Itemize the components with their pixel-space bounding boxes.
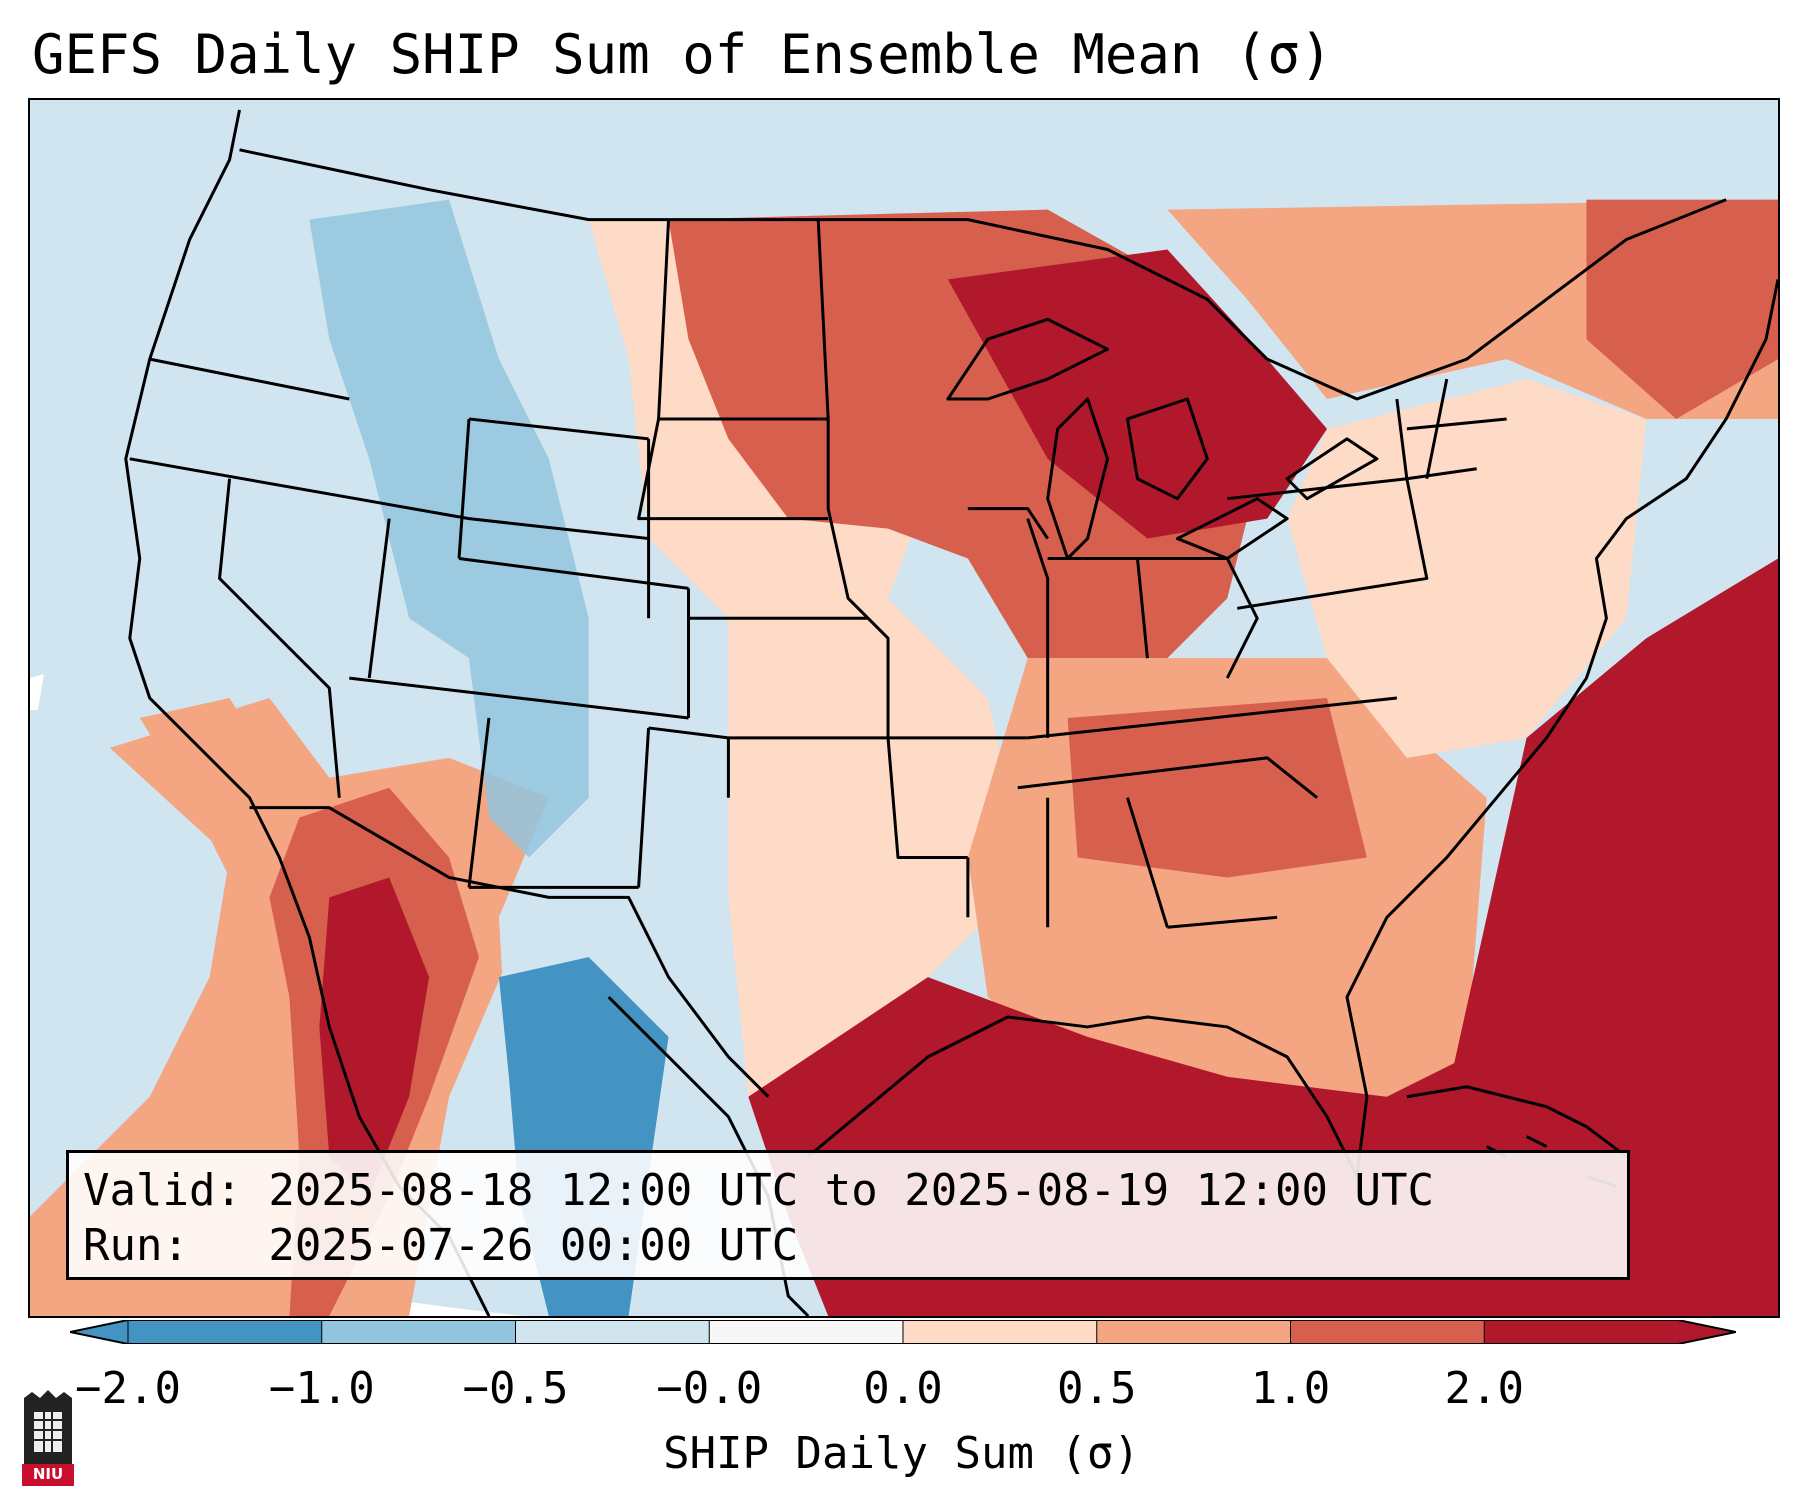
colorbar-extend-high bbox=[1678, 1320, 1736, 1344]
valid-time-text: Valid: 2025-08-18 12:00 UTC to 2025-08-1… bbox=[83, 1165, 1435, 1216]
valid-run-info-box: Valid: 2025-08-18 12:00 UTC to 2025-08-1… bbox=[66, 1150, 1630, 1280]
missing-data-notch bbox=[30, 674, 44, 710]
colorbar-tick-label: 2.0 bbox=[1444, 1363, 1524, 1414]
mexico-border bbox=[249, 806, 770, 1098]
colorbar-segment bbox=[515, 1320, 710, 1344]
colorbar-segment bbox=[128, 1320, 323, 1344]
colorbar-tick-label: 1.0 bbox=[1250, 1363, 1331, 1414]
atlantic-ocean-region bbox=[1426, 558, 1778, 1316]
baja-sonora-max-region bbox=[319, 877, 430, 1197]
colorbar-tick-label: 0.0 bbox=[863, 1363, 943, 1414]
colorbar-tick-label: −1.0 bbox=[268, 1363, 375, 1414]
colorbar-segment bbox=[1096, 1320, 1291, 1344]
northeast-mixed-region bbox=[1287, 379, 1647, 758]
colorbar-tick-labels: −2.0 −1.0 −0.5 −0.0 0.0 0.5 1.0 2.0 bbox=[0, 1364, 1803, 1424]
colorbar-tick-label: −0.5 bbox=[462, 1363, 569, 1414]
great-lakes-outline bbox=[946, 317, 1379, 560]
colorbar-segment bbox=[321, 1320, 516, 1344]
colorbar-segment bbox=[1290, 1320, 1485, 1344]
rockies-blue-region bbox=[309, 199, 589, 858]
niu-logo-text: NIU bbox=[32, 1465, 64, 1483]
ship-anomaly-map bbox=[30, 100, 1778, 1316]
colorbar-label: SHIP Daily Sum (σ) bbox=[663, 1428, 1140, 1479]
run-time-text: Run: 2025-07-26 00:00 UTC bbox=[83, 1220, 799, 1271]
niu-logo-icon bbox=[22, 1390, 74, 1486]
canada-border bbox=[239, 148, 1727, 401]
state-lines-west bbox=[129, 357, 730, 889]
map-title: GEFS Daily SHIP Sum of Ensemble Mean (σ) bbox=[32, 23, 1333, 86]
quebec-hot-region bbox=[1586, 199, 1778, 419]
colorbar-tick-label: 0.5 bbox=[1057, 1363, 1137, 1414]
colorbar bbox=[70, 1320, 1736, 1344]
colorbar-segment bbox=[903, 1320, 1098, 1344]
tennessee-valley-hot-region bbox=[1067, 698, 1367, 878]
california-coast-warm-region bbox=[139, 698, 290, 898]
colorbar-segment bbox=[709, 1320, 904, 1344]
colorbar-tick-label: −0.0 bbox=[656, 1363, 763, 1414]
colorbar-segment bbox=[1484, 1320, 1679, 1344]
pacific-coastline bbox=[124, 109, 491, 1316]
colorbar-extend-low bbox=[70, 1320, 128, 1344]
state-lines-east bbox=[1017, 378, 1507, 929]
colorbar-tick-label: −2.0 bbox=[75, 1363, 181, 1414]
map-panel bbox=[28, 98, 1780, 1318]
plains-light-warm-region bbox=[588, 219, 1088, 1097]
borders bbox=[124, 109, 1778, 1316]
cuba-coastline bbox=[1406, 1085, 1628, 1158]
state-lines-central bbox=[637, 219, 1049, 918]
